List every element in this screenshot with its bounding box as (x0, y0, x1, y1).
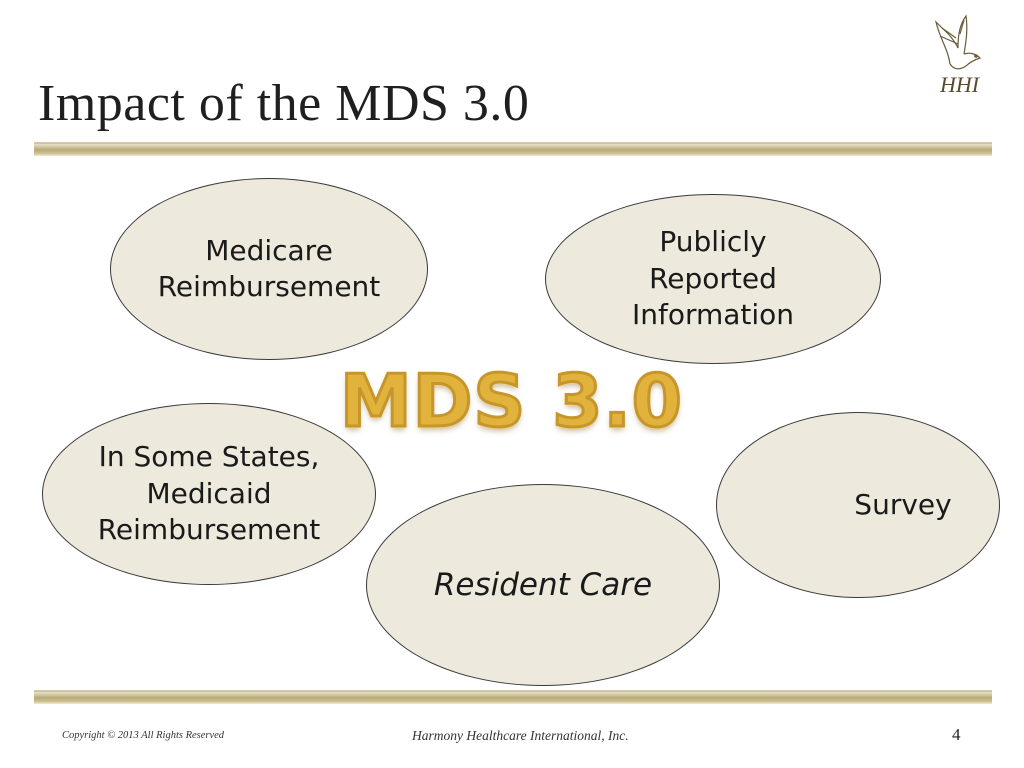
footer-company: Harmony Healthcare International, Inc. (412, 728, 629, 743)
ellipse-medicare-label: Medicare Reimbursement (157, 233, 381, 303)
ellipse-resident-label: Resident Care (433, 566, 653, 603)
logo-text: HHI (939, 72, 981, 97)
ellipse-publicly-reported: Publicly Reported Information (545, 194, 881, 364)
ellipse-survey-label: Survey (854, 487, 952, 521)
page-title: Impact of the MDS 3.0 (38, 75, 530, 132)
dove-logo-icon: HHI (934, 14, 982, 97)
ellipse-survey: Survey (716, 412, 1000, 598)
top-divider (34, 142, 992, 156)
ellipse-resident-care: Resident Care (366, 484, 720, 686)
ellipse-medicare-reimbursement: Medicare Reimbursement (110, 178, 428, 360)
ellipse-medicaid-reimbursement: In Some States, Medicaid Reimbursement (42, 403, 376, 585)
center-title: MDS 3.0 (339, 359, 684, 443)
ellipse-publicly-label: Publicly Reported Information (631, 225, 795, 332)
footer-page-number: 4 (952, 725, 961, 744)
footer-copyright: Copyright © 2013 All Rights Reserved (62, 730, 225, 741)
bottom-divider (34, 690, 992, 704)
ellipse-medicaid-label: In Some States, Medicaid Reimbursement (97, 440, 321, 547)
